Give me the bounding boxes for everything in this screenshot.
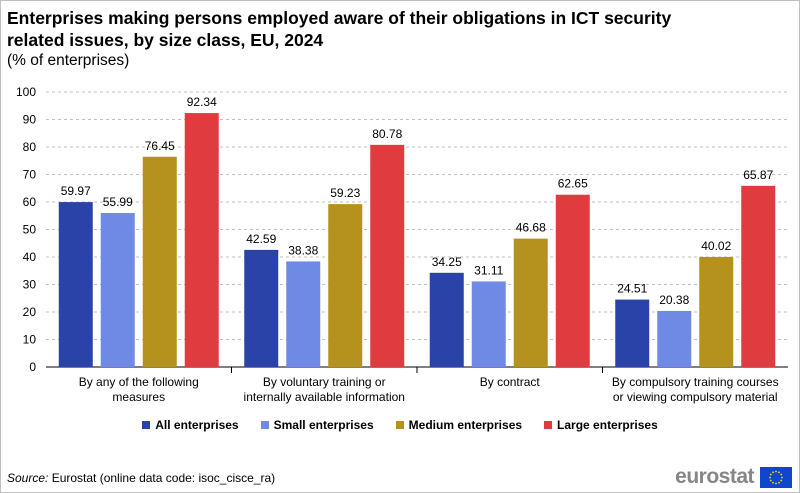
legend-label: Medium enterprises — [408, 418, 523, 432]
data-label: 76.45 — [145, 139, 175, 153]
legend-swatch — [395, 421, 404, 429]
bar — [328, 204, 363, 367]
bar — [471, 281, 506, 367]
data-label: 38.38 — [288, 243, 318, 257]
bar — [615, 299, 650, 367]
legend: All enterprises Small enterprises Medium e… — [0, 418, 800, 432]
data-label: 46.68 — [516, 221, 546, 235]
legend-label: Large enterprises — [557, 418, 658, 432]
category-label: measures — [112, 390, 165, 404]
y-tick-label: 100 — [16, 85, 36, 99]
logo-text: eurostat — [675, 465, 754, 488]
category-label: By contract — [480, 375, 541, 389]
category-label: By compulsory training courses — [612, 375, 779, 389]
data-label: 31.11 — [474, 263, 503, 277]
eurostat-logo: eurostat — [675, 465, 792, 489]
y-tick-label: 70 — [23, 168, 37, 182]
bar — [699, 256, 734, 367]
bar — [286, 261, 321, 367]
data-label: 40.02 — [701, 239, 731, 253]
bar — [370, 144, 405, 367]
y-tick-label: 30 — [23, 278, 37, 292]
source-text: Eurostat (online data code: isoc_cisce_r… — [48, 471, 276, 485]
category-label: internally available information — [244, 390, 405, 404]
data-label: 80.78 — [372, 127, 402, 141]
y-tick-label: 20 — [23, 305, 37, 319]
legend-swatch — [260, 421, 269, 429]
bar — [657, 310, 692, 367]
y-tick-label: 50 — [23, 223, 37, 237]
source-note: Source: Eurostat (online data code: isoc… — [7, 471, 275, 485]
bar — [555, 194, 590, 367]
eu-flag-icon — [760, 466, 792, 488]
bar — [244, 249, 279, 367]
data-label: 42.59 — [246, 232, 276, 246]
data-label: 65.87 — [743, 168, 773, 182]
category-label: By voluntary training or — [263, 375, 386, 389]
bar — [142, 156, 177, 367]
data-label: 62.65 — [558, 177, 588, 191]
legend-item: Large enterprises — [544, 418, 658, 432]
bar — [58, 202, 93, 367]
bar — [184, 113, 219, 367]
category-label: By any of the following — [79, 375, 199, 389]
bar — [429, 272, 464, 367]
data-label: 59.97 — [61, 184, 91, 198]
y-tick-label: 80 — [23, 140, 37, 154]
bar — [513, 238, 548, 367]
category-label: or viewing compulsory material — [613, 390, 778, 404]
data-label: 24.51 — [617, 282, 647, 296]
data-label: 92.34 — [187, 95, 217, 109]
chart-title: Enterprises making persons employed awar… — [7, 8, 672, 50]
legend-swatch — [142, 421, 151, 429]
data-label: 34.25 — [432, 255, 462, 269]
data-label: 20.38 — [659, 293, 689, 307]
bar — [100, 213, 135, 367]
legend-label: All enterprises — [155, 418, 239, 432]
legend-swatch — [544, 421, 553, 429]
y-tick-label: 0 — [29, 360, 36, 374]
data-label: 59.23 — [330, 186, 360, 200]
legend-label: Small enterprises — [273, 418, 374, 432]
source-label: Source: — [7, 471, 49, 485]
y-tick-label: 10 — [23, 333, 37, 347]
y-tick-label: 90 — [23, 113, 37, 127]
legend-item: Small enterprises — [260, 418, 374, 432]
legend-item: Medium enterprises — [395, 418, 523, 432]
data-label: 55.99 — [103, 195, 133, 209]
y-tick-label: 60 — [23, 195, 37, 209]
y-tick-label: 40 — [23, 250, 37, 264]
chart-subtitle: (% of enterprises) — [7, 52, 130, 69]
legend-item: All enterprises — [142, 418, 239, 432]
bar — [741, 185, 776, 367]
